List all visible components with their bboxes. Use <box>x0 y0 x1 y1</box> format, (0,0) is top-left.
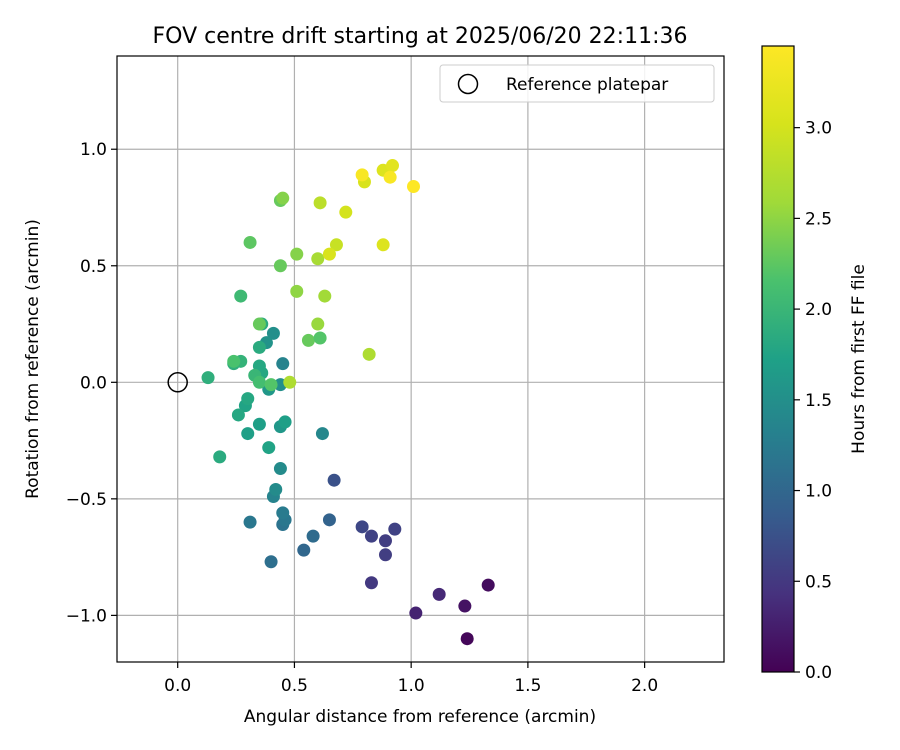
data-point <box>409 606 423 620</box>
y-tick-label: −1.0 <box>66 606 107 626</box>
data-point <box>234 289 248 303</box>
data-point <box>306 529 320 543</box>
data-point <box>266 326 280 340</box>
data-point <box>243 515 257 529</box>
data-point <box>322 247 336 261</box>
plot-frame <box>116 55 725 663</box>
data-point <box>241 392 255 406</box>
data-point <box>201 371 215 385</box>
colorbar-tick-label: 2.5 <box>805 209 832 229</box>
data-point <box>432 587 446 601</box>
x-axis-label: Angular distance from reference (arcmin) <box>244 707 596 727</box>
data-point <box>364 576 378 590</box>
reference-platepar-marker <box>167 372 188 393</box>
data-point <box>273 462 287 476</box>
data-point <box>252 317 266 331</box>
x-tick-label: 0.0 <box>164 676 191 696</box>
data-point <box>406 180 420 194</box>
data-point <box>213 450 227 464</box>
colorbar-tick-label: 1.5 <box>805 391 832 411</box>
colorbar-tick-label: 0.5 <box>805 572 832 592</box>
data-point <box>301 333 315 347</box>
x-tick-label: 1.5 <box>514 676 541 696</box>
data-points <box>201 159 495 646</box>
data-point <box>313 331 327 345</box>
data-point <box>269 483 283 497</box>
y-tick-label: 0.5 <box>80 257 107 277</box>
x-tick-label: 0.5 <box>281 676 308 696</box>
y-axis-ticks: −1.0 −0.5 0.0 0.5 1.0 <box>66 140 117 626</box>
data-point <box>273 259 287 273</box>
colorbar-label: Hours from first FF file <box>849 264 869 454</box>
y-tick-label: 0.0 <box>80 373 107 393</box>
data-point <box>383 170 397 184</box>
colorbar-ticks: 0.0 0.5 1.0 1.5 2.0 2.5 3.0 <box>794 119 832 683</box>
data-point <box>385 159 399 173</box>
data-point <box>362 347 376 361</box>
data-point <box>388 522 402 536</box>
data-point <box>355 520 369 534</box>
x-tick-label: 2.0 <box>631 676 658 696</box>
data-point <box>378 548 392 562</box>
data-point <box>378 534 392 548</box>
colorbar <box>761 45 795 673</box>
data-point <box>297 543 311 557</box>
data-point <box>262 441 276 455</box>
legend-box <box>439 64 715 103</box>
data-point <box>283 375 297 389</box>
legend: Reference platepar <box>439 64 715 103</box>
data-point <box>290 247 304 261</box>
data-point <box>311 252 325 266</box>
data-point <box>313 196 327 210</box>
legend-entry-reference: Reference platepar <box>506 75 668 95</box>
data-point <box>329 238 343 252</box>
x-axis-ticks: 0.0 0.5 1.0 1.5 2.0 <box>164 662 658 696</box>
data-point <box>376 238 390 252</box>
data-point <box>481 578 495 592</box>
data-point <box>364 529 378 543</box>
y-tick-label: −0.5 <box>66 490 107 510</box>
data-point <box>252 340 266 354</box>
colorbar-tick-label: 1.0 <box>805 482 832 502</box>
grid-lines <box>117 56 724 662</box>
y-tick-label: 1.0 <box>80 140 107 160</box>
data-point <box>458 599 472 613</box>
data-point <box>339 205 353 219</box>
data-point <box>241 427 255 441</box>
data-point <box>355 168 369 182</box>
data-point <box>276 506 290 520</box>
data-point <box>252 375 266 389</box>
data-point <box>264 555 278 569</box>
data-point <box>264 378 278 392</box>
data-point <box>276 191 290 205</box>
data-point <box>276 357 290 371</box>
data-point <box>227 354 241 368</box>
chart-title: FOV centre drift starting at 2025/06/20 … <box>153 24 688 49</box>
data-point <box>243 235 257 249</box>
legend-marker-icon <box>457 73 479 95</box>
data-point <box>311 317 325 331</box>
data-point <box>278 415 292 429</box>
colorbar-tick-label: 2.0 <box>805 300 832 320</box>
data-point <box>460 632 474 646</box>
data-point <box>322 513 336 527</box>
data-point <box>318 289 332 303</box>
y-axis-label: Rotation from reference (arcmin) <box>23 219 43 499</box>
data-point <box>327 473 341 487</box>
colorbar-tick-label: 0.0 <box>805 663 832 683</box>
data-point <box>315 427 329 441</box>
colorbar-tick-label: 3.0 <box>805 119 832 139</box>
data-point <box>290 284 304 298</box>
data-point <box>231 408 245 422</box>
x-tick-label: 1.0 <box>398 676 425 696</box>
data-point <box>252 417 266 431</box>
